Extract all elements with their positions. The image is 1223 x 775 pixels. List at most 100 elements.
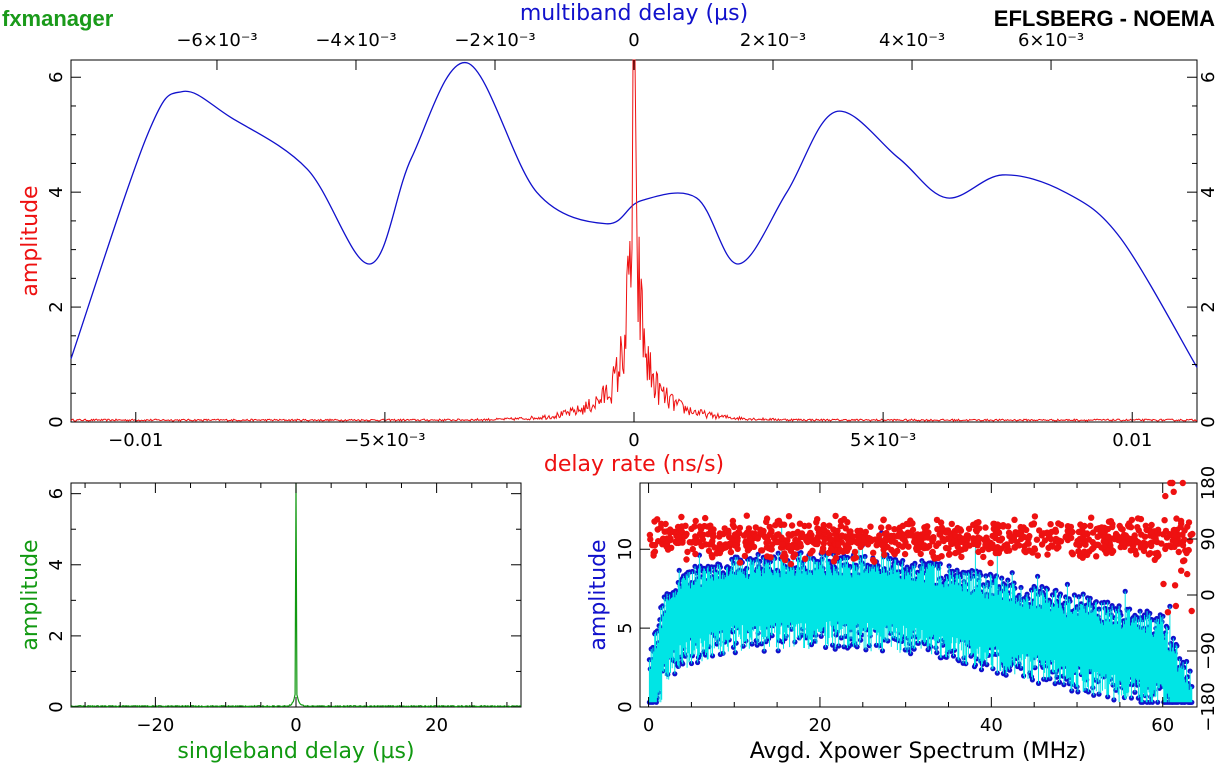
xpower-phase-point <box>1120 539 1127 546</box>
xpower-phase-point <box>891 526 898 533</box>
xpower-phase-point <box>1101 543 1108 550</box>
xpower-phase-point <box>869 556 877 564</box>
xpower-phase-point <box>661 528 668 535</box>
xpower-phase-tick-label: 0 <box>1198 589 1219 600</box>
xpower-phase-point <box>801 534 808 541</box>
xpower-phase-point <box>879 542 886 549</box>
xpower-phase-point <box>704 523 711 530</box>
delay-rate-y-tick-label: 0 <box>46 416 67 427</box>
xpower-phase-point <box>781 550 788 557</box>
xpower-phase-point <box>881 536 889 543</box>
xpower-phase-point <box>791 551 798 558</box>
xpower-phase-point <box>921 542 928 549</box>
delay-rate-frame <box>70 59 1198 423</box>
xpower-phase-point <box>1165 542 1173 549</box>
xpower-phase-point <box>936 531 943 538</box>
xpower-y-tick-label: 5 <box>615 622 636 633</box>
xpower-phase-point <box>1148 542 1155 550</box>
xpower-phase-point <box>997 537 1004 544</box>
xpower-phase-point <box>758 547 766 554</box>
singleband-y-tick-label: 2 <box>46 630 67 641</box>
xpower-phase-point <box>744 531 751 538</box>
xpower-phase-points <box>646 479 1196 616</box>
xpower-phase-point <box>878 524 885 531</box>
xpower-phase-point <box>654 516 661 523</box>
singleband-y-label: amplitude <box>18 539 43 650</box>
xpower-y-label: amplitude <box>586 539 611 650</box>
xpower-phase-point <box>1031 545 1038 552</box>
xpower-phase-point <box>1151 556 1159 563</box>
xpower-phase-point <box>705 547 713 555</box>
xpower-phase-point <box>654 526 661 533</box>
xpower-phase-point <box>763 553 771 560</box>
xpower-phase-point <box>926 542 933 550</box>
baseline-title: EFLSBERG - NOEMA <box>993 6 1215 31</box>
xpower-phase-point <box>973 539 980 546</box>
xpower-phase-point <box>675 534 682 541</box>
xpower-phase-point <box>983 534 990 541</box>
xpower-phase-point <box>676 539 683 546</box>
delay-rate-panel: −0.01 −5×10⁻³ 0 5×10⁻³ 0.01 −6×10⁻³ −4×10⁻³ −2×… <box>18 1 1219 477</box>
xpower-phase-point <box>667 535 674 542</box>
xpower-phase-point <box>1045 544 1052 551</box>
xpower-phase-point <box>807 550 814 557</box>
xpower-phase-point <box>1105 518 1113 525</box>
xpower-phase-point <box>832 554 840 561</box>
xpower-phase-point <box>1134 538 1141 545</box>
delay-rate-axes: −0.01 −5×10⁻³ 0 5×10⁻³ 0.01 −6×10⁻³ −4×10⁻³ −2×… <box>46 30 1219 451</box>
xpower-amplitude-point <box>1105 694 1111 700</box>
delay-rate-y-tick-label: 4 <box>46 186 67 197</box>
xpower-phase-point <box>1052 526 1059 533</box>
xpower-phase-point <box>717 544 724 551</box>
xpower-phase-point <box>1179 531 1186 538</box>
xpower-phase-point <box>881 551 888 558</box>
xpower-phase-point <box>1093 553 1100 560</box>
xpower-phase-point <box>683 556 690 563</box>
xpower-phase-point <box>813 535 820 543</box>
xpower-phase-point <box>899 543 906 550</box>
top-x-tick-label: 6×10⁻³ <box>1018 30 1084 51</box>
top-x-tick-label: −6×10⁻³ <box>176 30 257 51</box>
xpower-phase-point <box>1089 529 1097 536</box>
xpower-phase-point <box>975 525 983 532</box>
xpower-phase-point <box>929 549 936 556</box>
xpower-phase-point <box>805 522 812 529</box>
xpower-amplitude-point <box>832 646 838 652</box>
singleband-x-tick-label: −20 <box>136 715 174 736</box>
xpower-phase-point <box>1127 547 1135 554</box>
xpower-phase-point <box>802 555 809 562</box>
xpower-phase-point <box>1087 522 1094 529</box>
xpower-phase-point <box>1183 549 1190 557</box>
xpower-phase-point <box>982 524 989 531</box>
xpower-phase-point <box>720 530 727 538</box>
xpower-phase-point <box>1034 552 1042 559</box>
xpower-phase-point <box>1079 523 1086 531</box>
xpower-phase-point <box>908 531 915 539</box>
xpower-phase-point <box>923 534 931 541</box>
xpower-phase-point <box>1088 545 1096 553</box>
xpower-phase-point <box>903 520 910 528</box>
xpower-phase-point <box>945 545 952 552</box>
xpower-phase-point <box>1003 543 1010 550</box>
xpower-phase-point <box>754 535 761 542</box>
xpower-panel: 0 20 40 60 0 5 10 −180 −90 0 90 180 Avgd. Xpower Sp… <box>586 466 1219 764</box>
xpower-phase-point <box>814 525 821 532</box>
xpower-phase-point <box>781 555 789 562</box>
xpower-phase-point <box>837 546 844 554</box>
xpower-phase-point <box>807 529 814 537</box>
xpower-phase-point <box>1080 539 1087 546</box>
xpower-x-tick-label: 60 <box>1151 715 1174 736</box>
xpower-amplitude-point <box>1003 672 1009 678</box>
xpower-phase-point <box>1026 532 1033 540</box>
xpower-phase-point <box>1152 550 1159 557</box>
xpower-phase-point <box>709 538 716 545</box>
xpower-phase-point <box>940 537 947 545</box>
xpower-phase-point <box>833 534 841 541</box>
singleband-x-label: singleband delay (µs) <box>177 739 414 764</box>
xpower-amplitude-point <box>854 644 860 650</box>
xpower-phase-point <box>1006 533 1013 540</box>
xpower-phase-point <box>692 550 699 558</box>
xpower-phase-point <box>870 549 877 556</box>
xpower-phase-point <box>689 545 696 553</box>
